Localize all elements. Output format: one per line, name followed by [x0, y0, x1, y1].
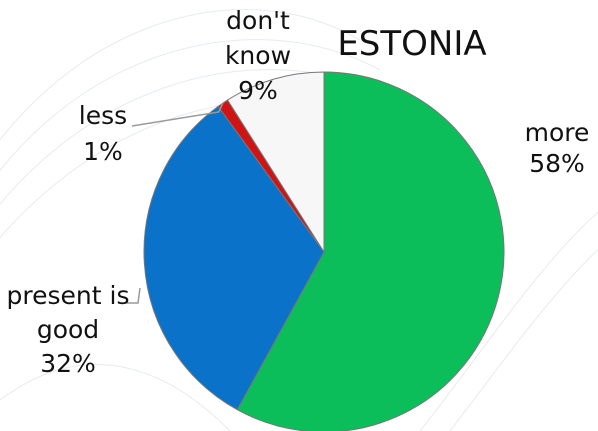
leader-line-less	[131, 102, 224, 127]
pie-slice-don-t-know	[226, 71, 325, 254]
leader-line-present	[124, 287, 141, 304]
slice-label-dontknow-value: 9%	[238, 76, 278, 105]
slice-label-dontknow-line2: know	[225, 41, 291, 70]
slice-label-dontknow-line1: don't	[226, 6, 290, 35]
background-arc	[419, 211, 598, 431]
slice-label-more-category: more	[525, 118, 590, 147]
leader-lines	[124, 102, 224, 304]
background-arc	[0, 364, 231, 431]
pie-slices	[143, 71, 505, 431]
background-arc	[449, 248, 598, 431]
pie-slice-more	[236, 71, 505, 431]
slice-label-less-category: less	[79, 101, 127, 130]
background-arc	[0, 9, 361, 141]
background-arc	[0, 39, 381, 172]
slice-label-present-value: 32%	[40, 349, 96, 378]
slice-label-present-line1: present is	[7, 281, 130, 310]
slice-label-present-line2: good	[37, 315, 99, 344]
slice-label-less-value: 1%	[83, 137, 123, 166]
background-pattern	[0, 9, 598, 431]
pie-slice-present-is-good	[143, 105, 325, 411]
slice-label-more-value: 58%	[529, 149, 585, 178]
chart-title: ESTONIA	[337, 24, 486, 64]
